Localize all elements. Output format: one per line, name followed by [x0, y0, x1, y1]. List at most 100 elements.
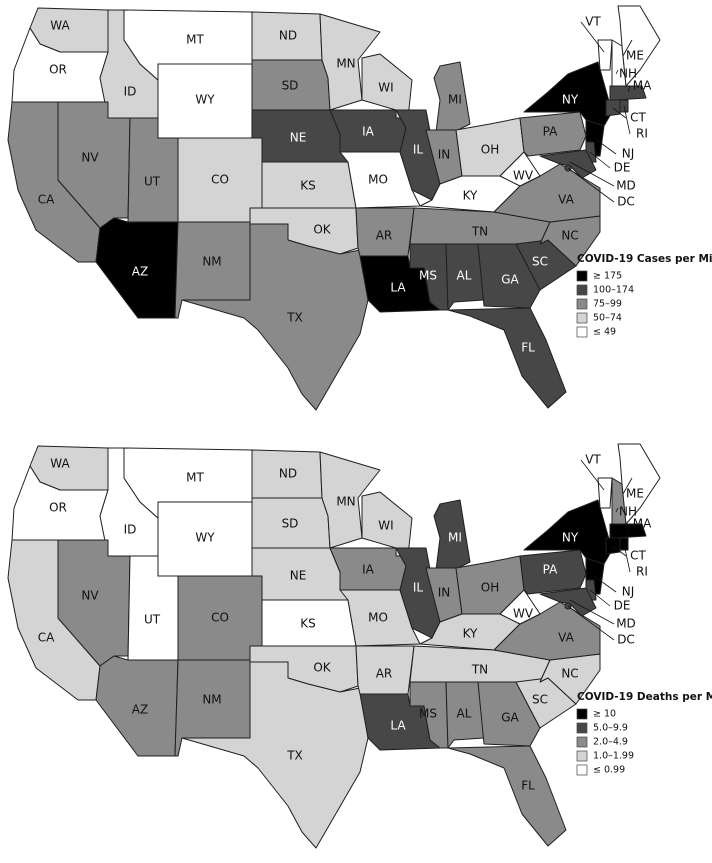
- state-label-sd: SD: [282, 517, 299, 531]
- state-label-mt: MT: [186, 33, 204, 47]
- state-al: [445, 681, 485, 749]
- state-label-nh: NH: [619, 505, 637, 519]
- state-label-nv: NV: [81, 589, 99, 603]
- state-label-ar: AR: [376, 667, 393, 681]
- state-label-ms: MS: [419, 269, 437, 283]
- state-label-al: AL: [457, 269, 472, 283]
- state-label-or: OR: [49, 63, 67, 77]
- callout-line-nh: [615, 507, 619, 513]
- state-label-ri: RI: [636, 127, 648, 141]
- state-label-ne: NE: [290, 569, 307, 583]
- state-ma: [609, 85, 647, 101]
- callout-line-de: [589, 151, 611, 169]
- state-label-ne: NE: [290, 131, 307, 145]
- state-label-nj: NJ: [622, 147, 635, 161]
- legend-swatch: [576, 708, 588, 720]
- state-label-md: MD: [616, 617, 636, 631]
- state-label-la: LA: [390, 281, 406, 295]
- state-label-ny: NY: [562, 93, 579, 107]
- state-label-sc: SC: [532, 255, 548, 269]
- state-label-tn: TN: [471, 225, 488, 239]
- cases-map: WA OR CA ID NV UT AZ MT WY CO NM ND SD NE KS OK TX MN IA MO…: [7, 5, 712, 411]
- callout-line-me: [622, 477, 633, 495]
- state-label-wi: WI: [378, 519, 393, 533]
- callout-line-nh: [615, 69, 619, 75]
- legend-swatch: [576, 764, 588, 776]
- state-label-ms: MS: [419, 707, 437, 721]
- legend-item-label: 50–74: [593, 313, 622, 324]
- state-vt: [597, 477, 613, 509]
- state-label-dc: DC: [617, 195, 635, 209]
- state-label-ca: CA: [38, 631, 55, 645]
- state-label-ia: IA: [362, 563, 375, 577]
- state-label-il: IL: [413, 581, 424, 595]
- state-fl: [447, 307, 567, 409]
- state-label-nh: NH: [619, 67, 637, 81]
- callout-line-dc: [567, 167, 615, 203]
- state-al: [445, 243, 485, 311]
- state-label-id: ID: [124, 523, 137, 537]
- state-label-dc: DC: [617, 633, 635, 647]
- legend-item-label: 100–174: [593, 285, 634, 296]
- state-label-sc: SC: [532, 693, 548, 707]
- state-label-wa: WA: [50, 19, 70, 33]
- state-label-va: VA: [558, 193, 574, 207]
- callout-line-md: [569, 161, 615, 187]
- state-label-ri: RI: [636, 565, 648, 579]
- state-label-ks: KS: [300, 179, 316, 193]
- state-label-ct: CT: [630, 549, 646, 563]
- state-mn: [319, 451, 381, 549]
- state-label-az: AZ: [132, 703, 148, 717]
- legend-swatch: [576, 270, 588, 282]
- state-label-ga: GA: [501, 273, 519, 287]
- state-label-sd: SD: [282, 79, 299, 93]
- callout-line-ri: [623, 105, 631, 135]
- legend-swatch: [576, 736, 588, 748]
- legend-swatch: [576, 750, 588, 762]
- state-label-mt: MT: [186, 471, 204, 485]
- callout-line-nj: [593, 137, 617, 155]
- state-label-oh: OH: [481, 581, 499, 595]
- state-label-wy: WY: [195, 93, 215, 107]
- state-label-ga: GA: [501, 711, 519, 725]
- state-label-fl: FL: [521, 779, 535, 793]
- legend-swatch: [576, 326, 588, 338]
- state-label-co: CO: [211, 611, 229, 625]
- callout-line-me: [622, 39, 633, 57]
- state-label-nj: NJ: [622, 585, 635, 599]
- state-label-tn: TN: [471, 663, 488, 677]
- state-label-nc: NC: [561, 229, 578, 243]
- state-label-wi: WI: [378, 81, 393, 95]
- state-label-wa: WA: [50, 457, 70, 471]
- state-label-id: ID: [124, 85, 137, 99]
- state-label-ny: NY: [562, 531, 579, 545]
- state-ma: [609, 523, 647, 539]
- state-label-nd: ND: [279, 29, 297, 43]
- legend-title: COVID-19 Cases per Million: [577, 253, 712, 265]
- state-wv: [499, 589, 541, 625]
- state-label-pa: PA: [543, 563, 558, 577]
- state-label-ca: CA: [38, 193, 55, 207]
- state-mn: [319, 13, 381, 111]
- state-label-de: DE: [614, 161, 631, 175]
- state-label-in: IN: [438, 148, 451, 162]
- state-label-ut: UT: [144, 175, 161, 189]
- state-label-mi: MI: [448, 531, 462, 545]
- state-label-fl: FL: [521, 341, 535, 355]
- state-vt: [597, 39, 613, 71]
- state-ga: [477, 681, 541, 747]
- callout-line-vt: [580, 459, 605, 491]
- state-tx: [181, 223, 369, 411]
- legend-item-label: ≤ 0.99: [593, 765, 625, 776]
- legend-title: COVID-19 Deaths per Million: [577, 691, 712, 703]
- callout-line-ct: [612, 107, 627, 119]
- state-label-mo: MO: [368, 173, 388, 187]
- legend-item-label: 5.0–9.9: [593, 723, 628, 734]
- state-label-la: LA: [390, 719, 406, 733]
- state-label-ky: KY: [463, 627, 478, 641]
- state-label-ks: KS: [300, 617, 316, 631]
- callout-line-vt: [580, 21, 605, 53]
- state-label-nv: NV: [81, 151, 99, 165]
- callout-line-de: [589, 589, 611, 607]
- state-label-ut: UT: [144, 613, 161, 627]
